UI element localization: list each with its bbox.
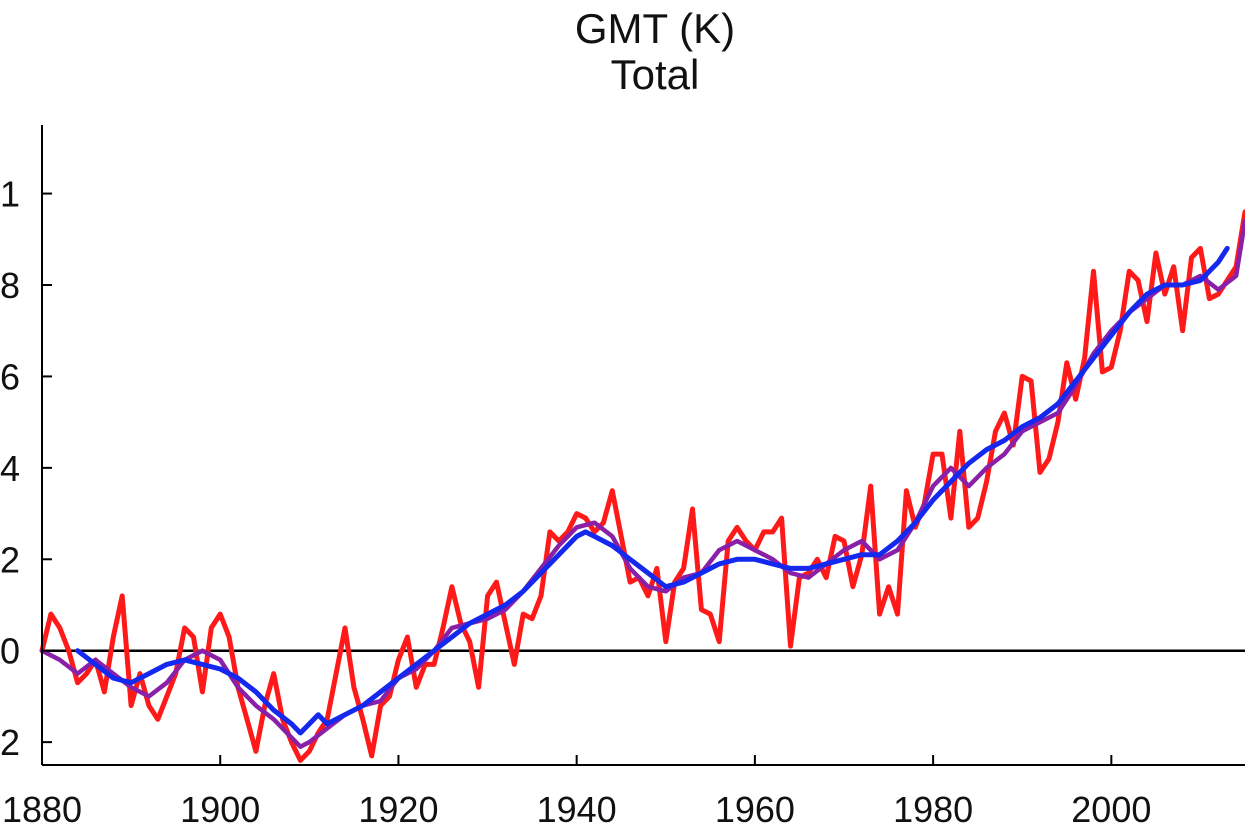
axis-layer: 2 0 2 4 6 8 1 1880 1900 1920 1940 1960 1980 2000 [0, 125, 1245, 830]
y-tick-label: 2 [0, 539, 20, 580]
x-tick-label: 2000 [1071, 789, 1151, 830]
chart-title-block: GMT (K) Total [0, 6, 1245, 98]
x-tick-label: 1880 [2, 789, 82, 830]
x-tick-label: 1940 [537, 789, 617, 830]
x-tick-label: 1920 [358, 789, 438, 830]
plot-background [42, 125, 1245, 765]
y-tick-label: 4 [0, 448, 20, 489]
plot-area [42, 125, 1245, 765]
y-tick-label: 6 [0, 356, 20, 397]
chart-title: GMT (K) [574, 5, 736, 52]
chart-subtitle: Total [610, 51, 700, 98]
x-tick-label: 1980 [893, 789, 973, 830]
series-layer [39, 209, 1245, 763]
series-line-trend [75, 245, 1230, 736]
series-line-annual [39, 209, 1245, 763]
y-tick-label: 1 [0, 174, 20, 215]
y-tick-label: 0 [0, 631, 20, 672]
x-tick-label: 1960 [715, 789, 795, 830]
series-line-smoothed [39, 218, 1245, 749]
y-tick-label: 8 [0, 265, 20, 306]
y-tick-label: 2 [0, 722, 20, 763]
x-tick-label: 1900 [180, 789, 260, 830]
